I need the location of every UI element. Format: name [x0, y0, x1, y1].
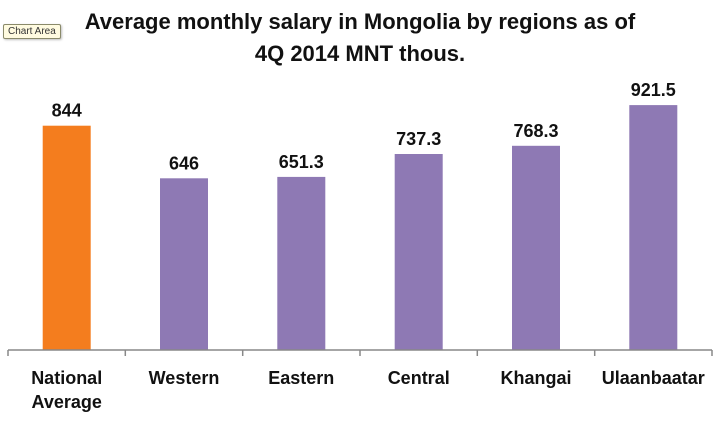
- category-labels: National Average Western Eastern Central Khan…: [31, 368, 705, 412]
- category-label-line: Central: [388, 368, 450, 388]
- category-label: Ulaanbaatar: [602, 368, 705, 388]
- x-axis: [7, 349, 713, 356]
- value-label: 737.3: [396, 129, 441, 149]
- value-label: 646: [169, 153, 199, 173]
- value-label: 921.5: [631, 80, 676, 100]
- bar-central[interactable]: [394, 154, 443, 350]
- value-label: 651.3: [279, 152, 324, 172]
- bars: [42, 105, 678, 350]
- bar-western[interactable]: [160, 178, 208, 350]
- category-label-line: Western: [149, 368, 220, 388]
- category-label-line: Ulaanbaatar: [602, 368, 705, 388]
- category-label: National Average: [31, 368, 102, 412]
- bar-khangai[interactable]: [512, 145, 560, 350]
- bar-eastern[interactable]: [277, 176, 326, 350]
- bar-national-average[interactable]: [42, 125, 91, 350]
- category-label: Central: [388, 368, 450, 388]
- category-label-line: Khangai: [500, 368, 571, 388]
- category-label-line: National: [31, 368, 102, 388]
- category-label: Eastern: [268, 368, 334, 388]
- value-label: 768.3: [513, 121, 558, 141]
- category-label-line: Eastern: [268, 368, 334, 388]
- chart-title-line: 4Q 2014 MNT thous.: [255, 41, 465, 66]
- value-labels: 844 646 651.3 737.3 768.3 921.5: [52, 80, 676, 173]
- chart-area-tooltip: Chart Area: [3, 24, 61, 39]
- chart-title: Average monthly salary in Mongolia by re…: [85, 9, 636, 66]
- category-label: Khangai: [500, 368, 571, 388]
- bar-ulaanbaatar[interactable]: [629, 105, 678, 350]
- chart-title-line: Average monthly salary in Mongolia by re…: [85, 9, 636, 34]
- value-label: 844: [52, 101, 82, 121]
- category-label: Western: [149, 368, 220, 388]
- category-label-line: Average: [32, 392, 102, 412]
